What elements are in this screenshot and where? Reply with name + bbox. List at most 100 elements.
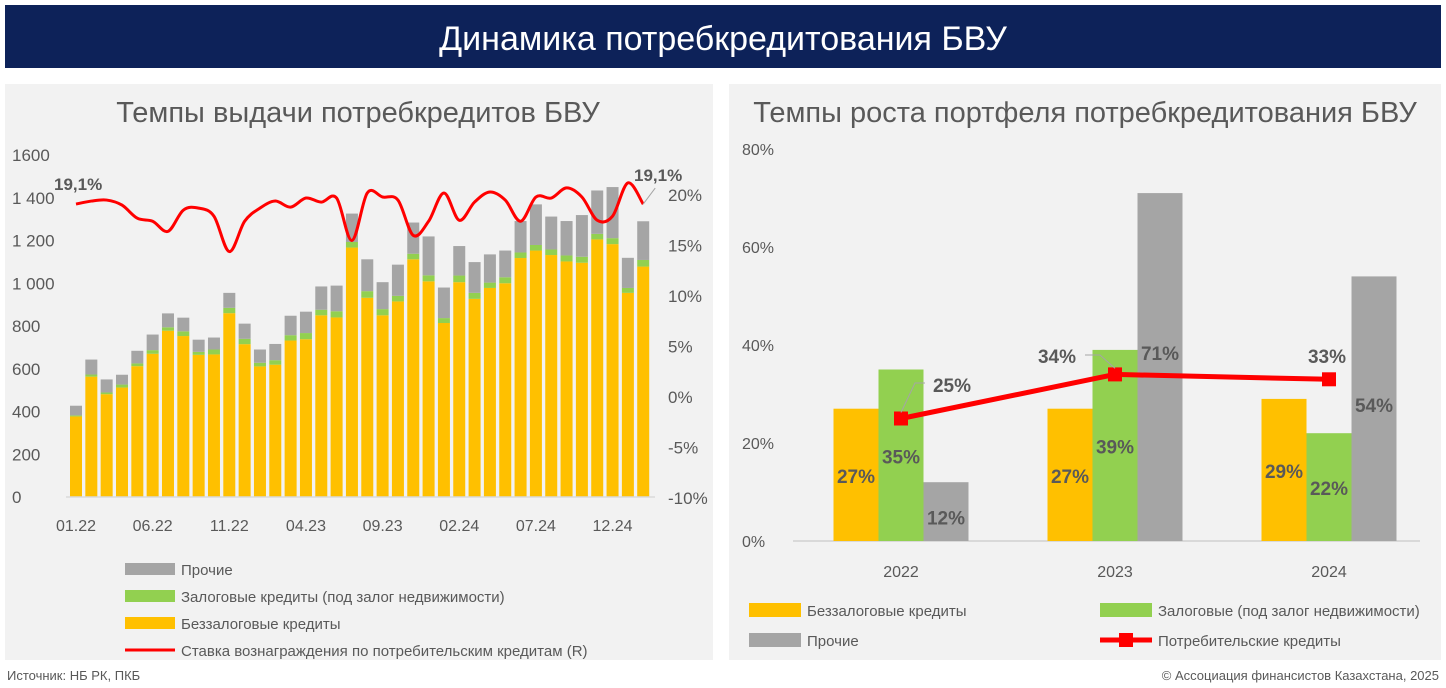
bar-unsecured [514,258,527,497]
bar-secured [70,415,82,417]
bar-unsecured [345,247,358,497]
bar-unsecured [637,266,650,497]
source-note: Источник: НБ РК, ПКБ [7,668,140,683]
y-tick-label: 800 [12,317,40,336]
legend-label: Беззалоговые кредиты [181,616,341,633]
bar-secured [131,363,144,367]
bar-other [253,349,266,363]
legend-label: Беззалоговые кредиты [807,603,967,620]
bar-secured [161,327,174,331]
bar-other [499,250,512,278]
y-tick-label: 1 400 [12,189,55,208]
right-chart-title: Темпы роста портфеля потребкредитования … [753,97,1417,129]
bar-unsecured [376,315,389,497]
y2-tick-label: 0% [668,388,693,407]
bar-other [923,482,969,541]
line-marker [1322,372,1336,387]
bar-unsecured [177,336,190,497]
legend-label: Потребительские кредиты [1158,633,1341,650]
bar-other [177,317,190,332]
bar-secured [437,318,450,324]
bar-unsecured [591,239,604,497]
bar-secured [315,309,328,316]
y2-tick-label: 5% [668,338,693,357]
bar-secured [468,292,481,299]
legend-label: Прочие [181,562,233,579]
line-value-label: 34% [1038,347,1076,368]
legend-swatch [125,563,175,575]
bar-other [192,339,205,352]
y-tick-label: 1 000 [12,274,55,293]
bar-value-label: 35% [882,447,920,468]
x-tick-label: 06.22 [133,518,173,535]
legend-swatch [749,633,801,647]
bar-other [85,359,98,375]
legend-swatch [125,590,175,602]
bar-secured [1306,433,1352,541]
line-value-label: 33% [1308,347,1346,368]
last-rate-leader [642,187,656,205]
bar-secured [238,338,251,345]
bar-unsecured [1261,398,1307,541]
bar-secured [253,362,266,367]
bar-secured [115,384,128,388]
bar-unsecured [437,323,450,497]
legend-label: Прочие [807,633,859,650]
bar-unsecured [299,339,312,497]
bar-unsecured [499,283,512,497]
bar-other [161,313,174,328]
legend-label: Ставка вознаграждения по потребительским… [181,643,588,660]
x-tick-label: 12.24 [593,518,633,535]
bar-secured [345,241,358,248]
bar-unsecured [391,301,404,497]
bar-other [545,216,558,250]
bar-other [1137,193,1183,541]
legend-marker [1119,633,1133,647]
bar-other [330,285,343,312]
header-bar [5,5,1441,68]
bar-other [575,215,588,257]
bar-other [468,262,481,293]
y-tick-label: 80% [742,142,774,159]
x-tick-label: 07.24 [516,518,556,535]
bar-secured [207,349,220,355]
bar-secured [146,350,159,354]
bar-secured [606,238,619,245]
y2-tick-label: -10% [668,489,708,508]
bar-secured [100,392,113,395]
y-tick-label: 40% [742,338,774,355]
bar-value-label: 27% [837,467,875,488]
y-tick-label: 1 200 [12,232,55,251]
bar-secured [177,331,190,337]
bar-other [606,187,619,239]
bar-secured [284,335,297,341]
bar-secured [575,256,588,263]
bar-secured [529,244,542,251]
bar-secured [330,311,343,318]
y2-tick-label: 15% [668,237,702,256]
bar-other [284,315,297,336]
bar-unsecured [453,282,466,497]
bar-unsecured [545,255,558,497]
bar-unsecured [253,366,266,497]
bar-secured [499,277,512,284]
legend-swatch [1100,603,1152,617]
bar-other [514,221,527,253]
bar-secured [223,307,236,314]
legend-swatch [125,617,175,629]
x-tick-label: 2022 [883,564,919,581]
bar-other [70,405,82,416]
bar-other [437,287,450,319]
bar-other [591,190,604,234]
y-tick-label: 200 [12,445,40,464]
copyright-note: © Ассоциация финансистов Казахстана, 202… [1162,668,1439,683]
y2-tick-label: -5% [668,439,698,458]
right-chart: 0% 20% 40% 60% 80% 2022 27% 35% 12% 2023 27% 39% 71%… [742,142,1420,650]
bar-unsecured [100,394,113,497]
x-tick-label: 09.23 [363,518,403,535]
leader-line [1085,354,1116,369]
bar-secured [422,275,435,282]
x-tick-label: 02.24 [439,518,479,535]
bar-value-label: 29% [1265,462,1303,483]
